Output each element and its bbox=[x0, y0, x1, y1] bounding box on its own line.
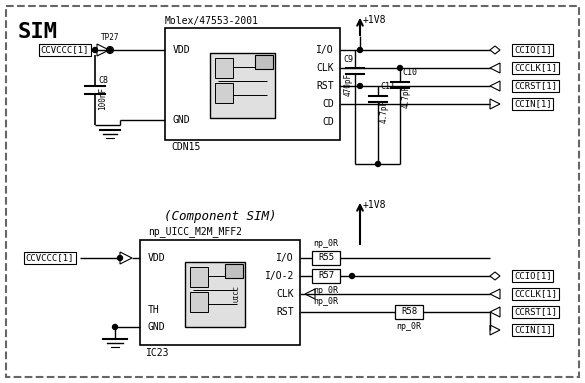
FancyBboxPatch shape bbox=[312, 251, 340, 265]
Circle shape bbox=[92, 47, 98, 52]
FancyBboxPatch shape bbox=[140, 240, 300, 345]
Text: VDD: VDD bbox=[148, 253, 166, 263]
FancyBboxPatch shape bbox=[210, 53, 275, 118]
Circle shape bbox=[112, 324, 118, 329]
Text: C8: C8 bbox=[98, 75, 108, 85]
Text: CCRST[1]: CCRST[1] bbox=[514, 308, 557, 316]
Text: I/O: I/O bbox=[316, 45, 334, 55]
Text: +1V8: +1V8 bbox=[363, 200, 387, 210]
Text: R55: R55 bbox=[318, 254, 334, 262]
FancyBboxPatch shape bbox=[215, 58, 233, 78]
FancyBboxPatch shape bbox=[225, 264, 243, 278]
Text: CCCLK[1]: CCCLK[1] bbox=[514, 64, 557, 72]
FancyBboxPatch shape bbox=[6, 6, 579, 377]
Text: C10: C10 bbox=[402, 68, 417, 77]
FancyBboxPatch shape bbox=[255, 55, 273, 69]
Text: TH: TH bbox=[148, 305, 160, 315]
Text: np_0R: np_0R bbox=[314, 286, 339, 295]
Text: 470pF: 470pF bbox=[344, 72, 353, 96]
Text: +1V8: +1V8 bbox=[363, 15, 387, 25]
FancyBboxPatch shape bbox=[185, 262, 245, 327]
Text: (Component SIM): (Component SIM) bbox=[164, 210, 276, 223]
Text: np_0R: np_0R bbox=[314, 239, 339, 248]
Text: TP27: TP27 bbox=[101, 33, 119, 42]
Text: CD: CD bbox=[322, 99, 334, 109]
Text: GND: GND bbox=[173, 115, 191, 125]
Text: I/O-2: I/O-2 bbox=[264, 271, 294, 281]
Text: np_0R: np_0R bbox=[314, 297, 339, 306]
FancyBboxPatch shape bbox=[395, 305, 423, 319]
Text: CLK: CLK bbox=[276, 289, 294, 299]
Text: Molex/47553-2001: Molex/47553-2001 bbox=[165, 16, 259, 26]
Text: CCCLK[1]: CCCLK[1] bbox=[514, 290, 557, 298]
Text: R57: R57 bbox=[318, 272, 334, 280]
Text: I/O: I/O bbox=[276, 253, 294, 263]
FancyBboxPatch shape bbox=[190, 267, 208, 287]
Text: GND: GND bbox=[148, 322, 166, 332]
FancyBboxPatch shape bbox=[190, 292, 208, 312]
Text: CD: CD bbox=[322, 117, 334, 127]
Circle shape bbox=[108, 47, 112, 52]
Text: np_0R: np_0R bbox=[397, 322, 422, 331]
Text: C11: C11 bbox=[380, 82, 395, 91]
Text: 4.7pF: 4.7pF bbox=[402, 84, 411, 108]
Text: 4.7pF: 4.7pF bbox=[380, 100, 389, 123]
Text: R58: R58 bbox=[401, 308, 417, 316]
Text: CCIO[1]: CCIO[1] bbox=[514, 272, 552, 280]
Text: CCRST[1]: CCRST[1] bbox=[514, 82, 557, 90]
Circle shape bbox=[376, 162, 380, 167]
Text: np_UICC_M2M_MFF2: np_UICC_M2M_MFF2 bbox=[148, 226, 242, 237]
Text: CCIO[1]: CCIO[1] bbox=[514, 46, 552, 54]
Circle shape bbox=[349, 273, 355, 278]
Text: CLK: CLK bbox=[316, 63, 334, 73]
Circle shape bbox=[118, 255, 122, 260]
FancyBboxPatch shape bbox=[312, 269, 340, 283]
Text: CCVCCC[1]: CCVCCC[1] bbox=[41, 46, 89, 54]
Text: SIM: SIM bbox=[18, 22, 58, 42]
Text: CCIN[1]: CCIN[1] bbox=[514, 100, 552, 108]
Text: C9: C9 bbox=[343, 55, 353, 64]
Text: CCVCCC[1]: CCVCCC[1] bbox=[26, 254, 74, 262]
Text: UICC: UICC bbox=[234, 285, 240, 303]
Circle shape bbox=[397, 65, 402, 70]
Circle shape bbox=[357, 47, 363, 52]
Text: RST: RST bbox=[316, 81, 334, 91]
Text: CDN15: CDN15 bbox=[171, 142, 201, 152]
Text: IC23: IC23 bbox=[146, 348, 170, 358]
Text: VDD: VDD bbox=[173, 45, 191, 55]
Circle shape bbox=[357, 83, 363, 88]
FancyBboxPatch shape bbox=[215, 83, 233, 103]
Text: 100nF: 100nF bbox=[98, 87, 107, 110]
FancyBboxPatch shape bbox=[165, 28, 340, 140]
Text: CCIN[1]: CCIN[1] bbox=[514, 326, 552, 334]
Text: RST: RST bbox=[276, 307, 294, 317]
